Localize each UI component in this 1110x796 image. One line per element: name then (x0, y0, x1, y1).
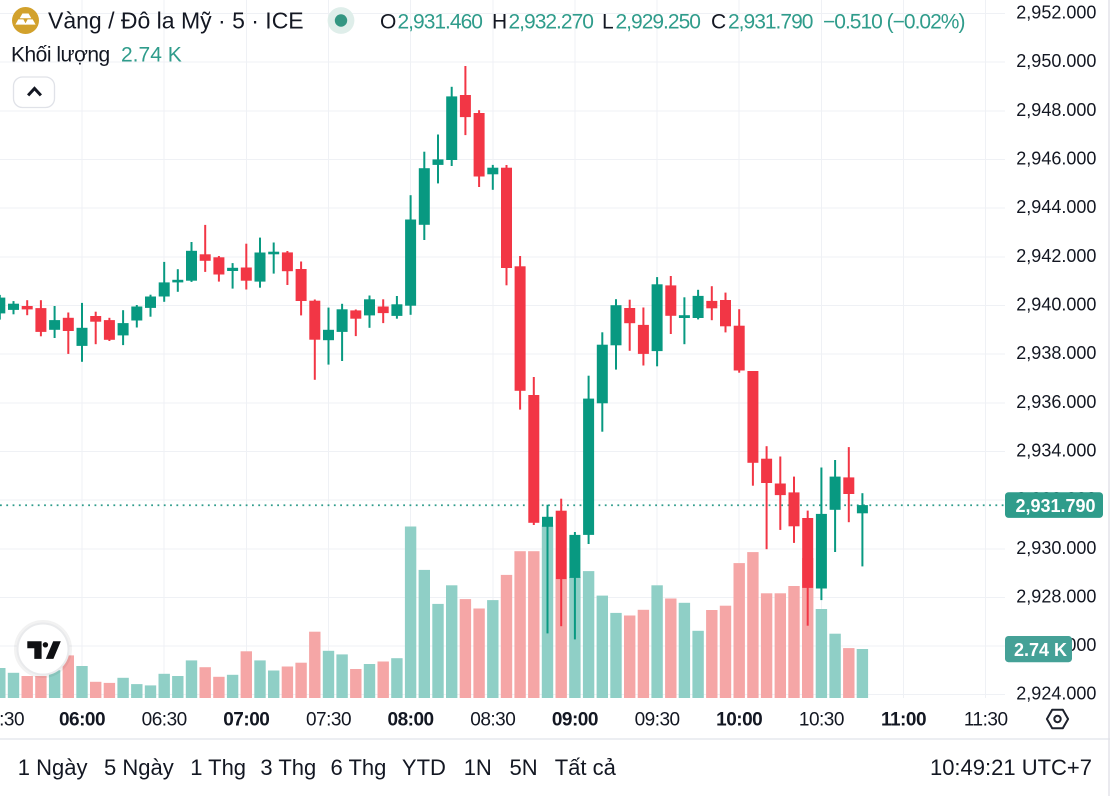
svg-text:05:30: 05:30 (0, 710, 24, 731)
svg-text:2,931.790: 2,931.790 (728, 11, 813, 34)
svg-text:10:30: 10:30 (799, 710, 844, 731)
svg-text:1N: 1N (464, 755, 492, 780)
svg-text:2,929.250: 2,929.250 (616, 11, 701, 34)
svg-text:2,932.270: 2,932.270 (509, 11, 594, 34)
svg-text:11:00: 11:00 (881, 710, 926, 731)
svg-text:08:00: 08:00 (388, 710, 434, 731)
svg-text:O: O (380, 11, 396, 34)
svg-text:2,942.000: 2,942.000 (1016, 246, 1096, 266)
svg-text:2,948.000: 2,948.000 (1016, 100, 1096, 120)
svg-text:2,950.000: 2,950.000 (1016, 51, 1096, 71)
svg-text:Khối lượng: Khối lượng (11, 44, 110, 67)
svg-text:07:00: 07:00 (223, 710, 269, 731)
svg-text:Tất cả: Tất cả (555, 755, 617, 780)
svg-text:−0.510 (−0.02%): −0.510 (−0.02%) (823, 11, 964, 34)
svg-text:06:30: 06:30 (142, 710, 187, 731)
svg-text:2,938.000: 2,938.000 (1016, 343, 1096, 363)
svg-text:2,944.000: 2,944.000 (1016, 197, 1096, 217)
svg-text:2.74 K: 2.74 K (121, 44, 182, 67)
svg-text:L: L (602, 11, 614, 34)
svg-text:H: H (492, 11, 507, 34)
svg-text:2,928.000: 2,928.000 (1016, 586, 1096, 606)
svg-text:08:30: 08:30 (470, 710, 515, 731)
svg-text:07:30: 07:30 (306, 710, 351, 731)
svg-text:Vàng / Đô la Mỹ · 5 · ICE: Vàng / Đô la Mỹ · 5 · ICE (48, 8, 304, 34)
svg-text:10:49:21 UTC+7: 10:49:21 UTC+7 (930, 755, 1092, 780)
svg-text:11:30: 11:30 (964, 710, 1008, 731)
svg-text:C: C (711, 11, 726, 34)
svg-text:2,936.000: 2,936.000 (1016, 392, 1096, 412)
svg-text:2,931.460: 2,931.460 (398, 11, 483, 34)
svg-text:1 Thg: 1 Thg (190, 755, 246, 780)
svg-text:5 Ngày: 5 Ngày (104, 755, 174, 780)
svg-text:3 Thg: 3 Thg (260, 755, 316, 780)
svg-text:09:00: 09:00 (552, 710, 598, 731)
svg-text:06:00: 06:00 (59, 710, 105, 731)
svg-text:2,934.000: 2,934.000 (1016, 440, 1096, 460)
svg-text:09:30: 09:30 (635, 710, 680, 731)
svg-text:2,952.000: 2,952.000 (1016, 3, 1096, 23)
svg-text:2,930.000: 2,930.000 (1016, 538, 1096, 558)
svg-text:5N: 5N (510, 755, 538, 780)
svg-text:2,940.000: 2,940.000 (1016, 295, 1096, 315)
svg-text:10:00: 10:00 (716, 710, 762, 731)
svg-text:2.74 K: 2.74 K (1014, 640, 1067, 660)
svg-text:2,924.000: 2,924.000 (1016, 684, 1096, 704)
svg-text:YTD: YTD (402, 755, 446, 780)
svg-text:6 Thg: 6 Thg (331, 755, 387, 780)
svg-text:1 Ngày: 1 Ngày (18, 755, 88, 780)
svg-text:2,946.000: 2,946.000 (1016, 149, 1096, 169)
svg-text:2,931.790: 2,931.790 (1015, 496, 1095, 516)
